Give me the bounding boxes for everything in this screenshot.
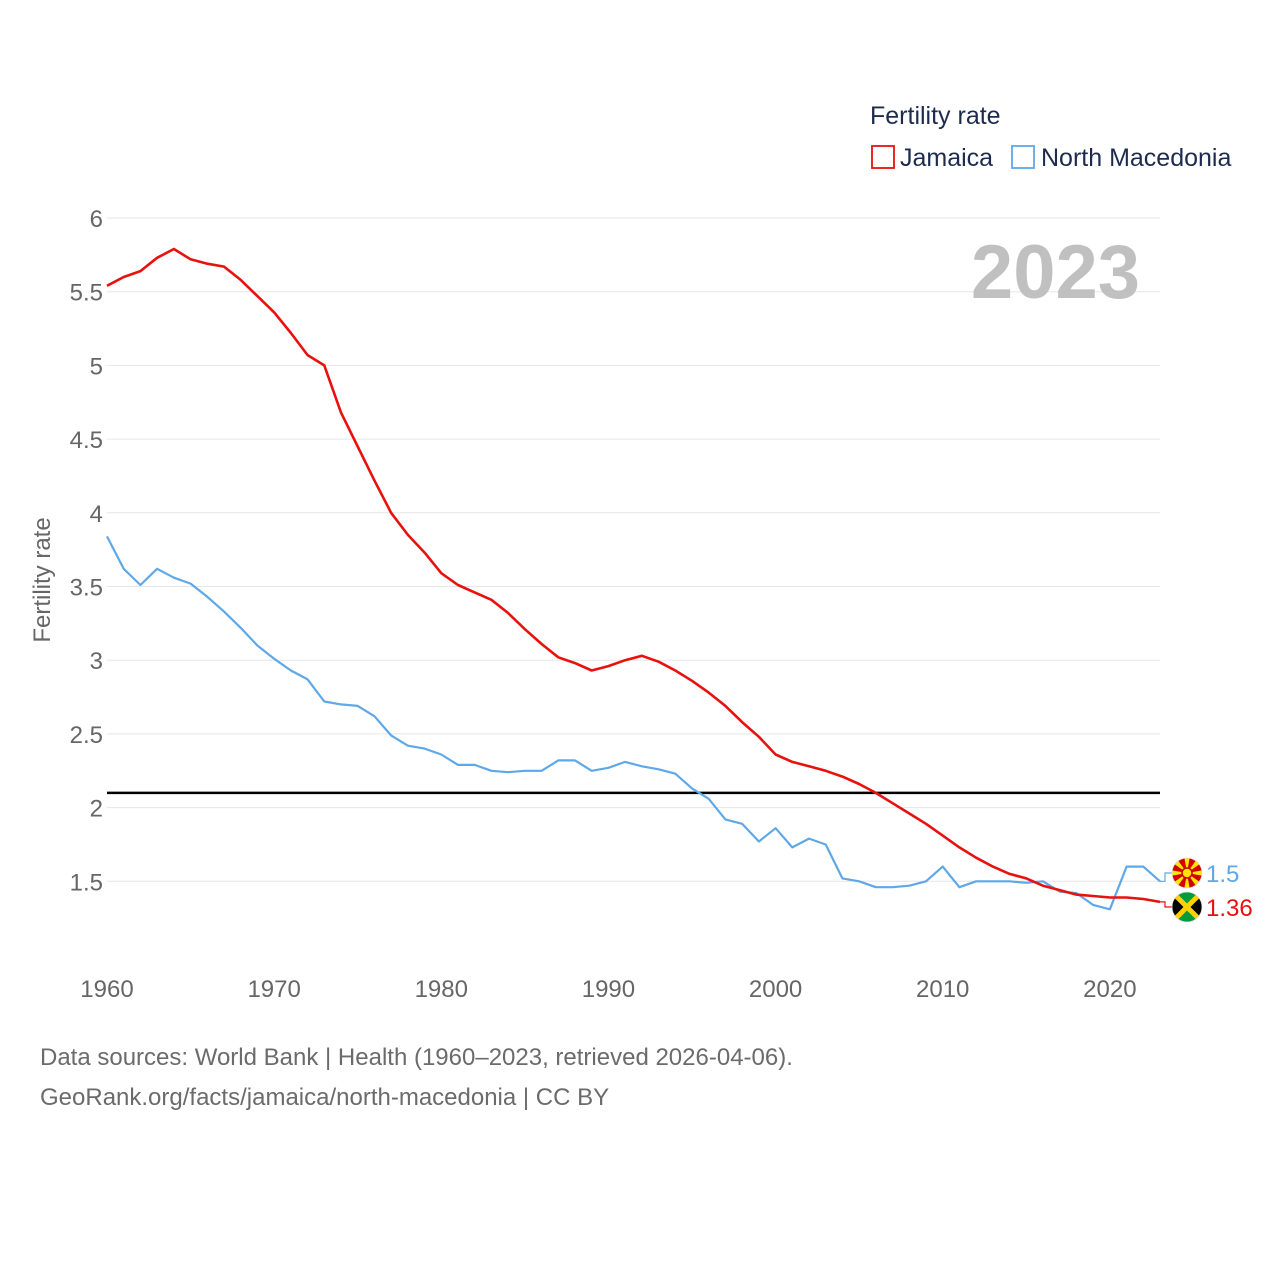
jamaica-flag-icon [1171, 891, 1203, 923]
legend-item-north-macedonia[interactable]: North Macedonia [1011, 144, 1231, 172]
x-axis-ticks: 1960 1970 1980 1990 2000 2010 2020 [80, 976, 1136, 1003]
north-macedonia-flag-icon [1171, 857, 1203, 889]
x-tick-label: 1960 [80, 976, 133, 1003]
y-tick-label: 5 [90, 353, 103, 380]
y-tick-label: 4 [90, 501, 103, 528]
legend-swatch-jamaica [871, 145, 895, 169]
end-connector [1160, 901, 1172, 908]
series-lines [106, 247, 1161, 911]
year-label: 2023 [971, 230, 1140, 315]
end-labels: 1.36 1.5 [1160, 857, 1253, 923]
legend-label-north-macedonia: North Macedonia [1041, 144, 1231, 172]
series-line-jamaica[interactable] [106, 247, 1161, 904]
x-tick-label: 2020 [1083, 976, 1136, 1003]
end-connector [1160, 872, 1172, 882]
end-value-label: 1.5 [1206, 861, 1239, 888]
legend-swatch-north-macedonia [1011, 145, 1035, 169]
series-line-north-macedonia[interactable] [106, 535, 1161, 911]
legend-item-jamaica[interactable]: Jamaica [871, 144, 993, 172]
y-tick-label: 6 [90, 206, 103, 233]
x-tick-label: 1980 [415, 976, 468, 1003]
y-tick-label: 5.5 [70, 280, 103, 307]
end-value-label: 1.36 [1206, 895, 1253, 922]
y-tick-label: 1.5 [70, 869, 103, 896]
x-tick-label: 1990 [582, 976, 635, 1003]
legend[interactable]: Fertility rate Jamaica North Macedonia [870, 102, 1231, 172]
y-tick-label: 2 [90, 796, 103, 823]
legend-label-jamaica: Jamaica [900, 144, 993, 172]
footer-attribution[interactable]: GeoRank.org/facts/jamaica/north-macedoni… [40, 1084, 610, 1111]
y-tick-label: 3 [90, 648, 103, 675]
x-tick-label: 2000 [749, 976, 802, 1003]
x-tick-label: 1970 [247, 976, 300, 1003]
x-tick-label: 2010 [916, 976, 969, 1003]
y-axis-label: Fertility rate [29, 517, 56, 642]
y-tick-label: 2.5 [70, 722, 103, 749]
y-tick-label: 4.5 [70, 427, 103, 454]
y-tick-label: 3.5 [70, 575, 103, 602]
y-axis-ticks: 1.5 2 2.5 3 3.5 4 4.5 5 5.5 6 [70, 206, 103, 896]
footer-sources: Data sources: World Bank | Health (1960–… [40, 1044, 793, 1071]
legend-title: Fertility rate [870, 102, 1001, 130]
gridlines [107, 217, 1160, 882]
